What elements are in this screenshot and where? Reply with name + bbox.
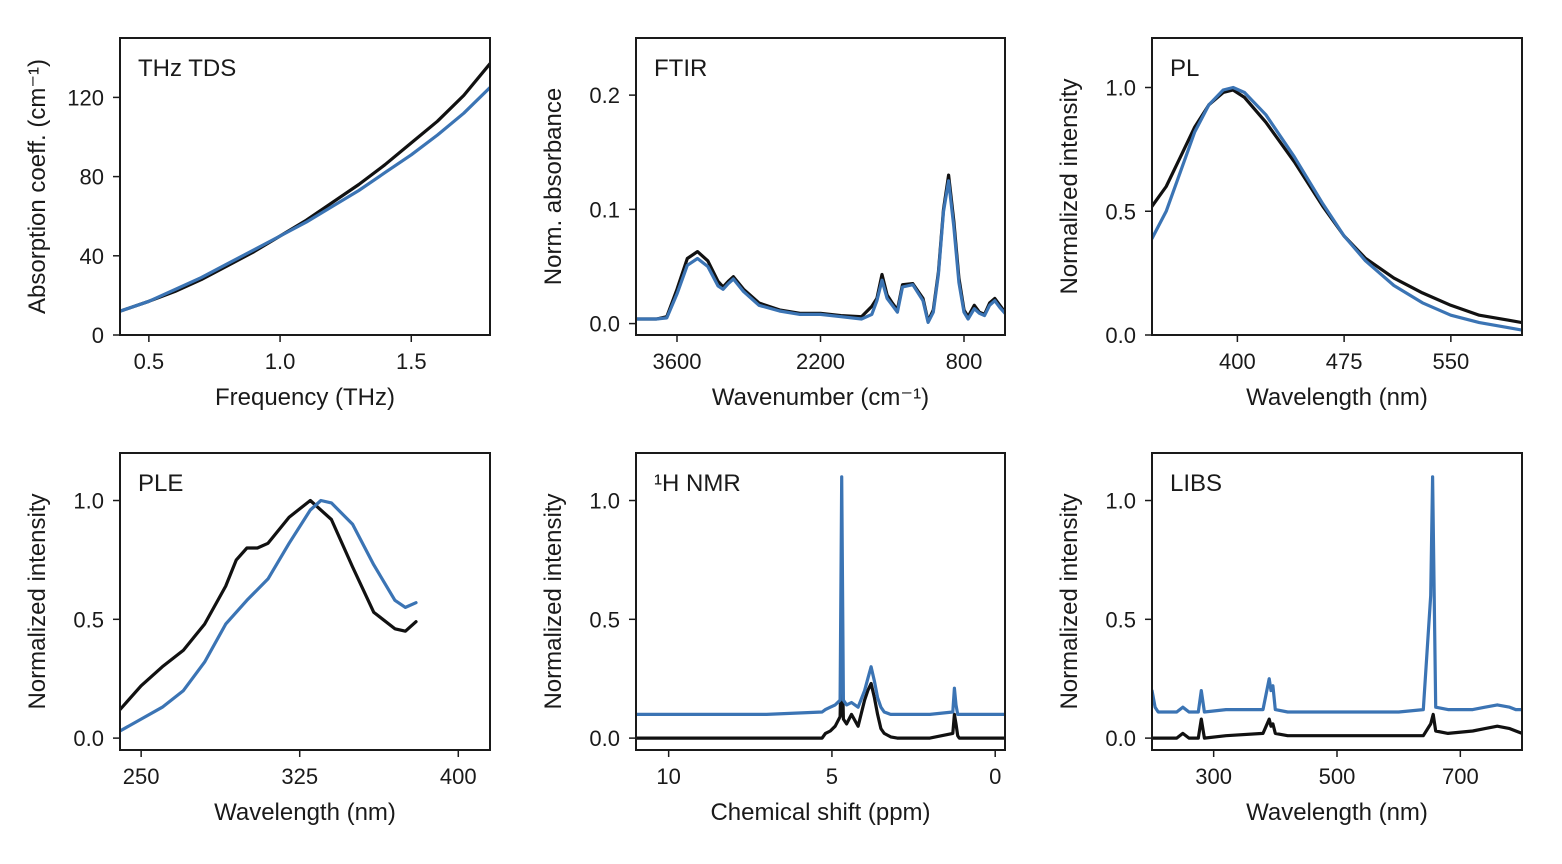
thz-tds-y-axis-label: Absorption coeff. (cm⁻¹) (24, 59, 51, 314)
pl-y-tick-label: 0.0 (1105, 323, 1136, 348)
libs-x-axis-label: Wavelength (nm) (1246, 799, 1428, 826)
ftir-y-tick-label: 0.0 (589, 312, 620, 337)
nmr-panel: 10 5 0 0.0 0.5 1.0 Chemical shift (ppm) Normali… (540, 452, 1006, 826)
pl-x-tick-label: 400 (1219, 349, 1256, 374)
ple-y-tick-label: 0.0 (73, 726, 104, 751)
ftir-x-tick-label: 3600 (653, 349, 702, 374)
ple-x-axis-label: Wavelength (nm) (214, 799, 396, 826)
ftir-y-axis-label: Norm. absorbance (540, 88, 567, 285)
libs-x-tick-label: 500 (1319, 764, 1356, 789)
nmr-x-tick-label: 5 (826, 764, 838, 789)
nmr-y-tick-label: 0.5 (589, 607, 620, 632)
thz-tds-panel-title: THz TDS (138, 55, 236, 82)
ple-series-black-line (120, 498, 418, 712)
thz-tds-y-tick-label: 80 (80, 165, 104, 190)
ple-plot-frame (119, 452, 491, 751)
ple-x-tick-label: 250 (123, 764, 160, 789)
libs-panel: 300 500 700 0.0 0.5 1.0 Wavelength (nm) Normali… (1056, 452, 1523, 826)
libs-y-tick-label: 1.0 (1105, 489, 1136, 514)
thz-tds-x-tick-label: 0.5 (134, 349, 165, 374)
thz-tds-x-tick-label: 1.0 (265, 349, 296, 374)
ple-panel: 250 325 400 0.0 0.5 1.0 Wavelength (nm) Normali… (24, 452, 491, 826)
nmr-y-axis-label: Normalized intensity (540, 493, 567, 709)
thz-tds-panel: 0.5 1.0 1.5 0 40 80 120 Frequency (THz) Absorpti… (24, 37, 491, 411)
libs-y-axis-label: Normalized intensity (1056, 493, 1083, 709)
thz-tds-y-tick-label: 40 (80, 244, 104, 269)
ple-panel-title: PLE (138, 470, 183, 497)
libs-x-tick-label: 700 (1442, 764, 1479, 789)
thz-tds-y-tick-label: 0 (92, 323, 104, 348)
ple-series-blue-line (120, 498, 418, 733)
ftir-panel-title: FTIR (654, 55, 707, 82)
libs-series-black-line (1152, 712, 1522, 740)
ftir-x-axis-label: Wavenumber (cm⁻¹) (712, 384, 929, 411)
thz-tds-series-black-line (120, 62, 490, 313)
ple-y-axis-label: Normalized intensity (24, 493, 51, 709)
thz-tds-series-blue-line (120, 85, 490, 313)
pl-x-tick-label: 475 (1326, 349, 1363, 374)
ple-x-tick-label: 325 (281, 764, 318, 789)
pl-series-blue-line (1152, 85, 1522, 332)
thz-tds-x-axis-label: Frequency (THz) (215, 384, 395, 411)
nmr-y-tick-label: 0.0 (589, 726, 620, 751)
ftir-series-blue-line (636, 179, 1005, 324)
pl-series-black-line (1152, 88, 1522, 325)
libs-y-tick-label: 0.0 (1105, 726, 1136, 751)
pl-y-tick-label: 1.0 (1105, 76, 1136, 101)
nmr-y-tick-label: 1.0 (589, 489, 620, 514)
ple-y-tick-label: 0.5 (73, 607, 104, 632)
ftir-panel: 3600 2200 800 0.0 0.1 0.2 Wavenumber (cm⁻¹) Nor… (540, 37, 1006, 411)
ftir-x-tick-label: 2200 (796, 349, 845, 374)
ftir-y-tick-label: 0.2 (589, 83, 620, 108)
libs-series-blue-line (1152, 475, 1522, 714)
thz-tds-y-tick-label: 120 (67, 85, 104, 110)
nmr-plot-frame (635, 452, 1006, 751)
ftir-x-tick-label: 800 (946, 349, 983, 374)
thz-tds-plot-frame (119, 37, 491, 336)
pl-panel: 400 475 550 0.0 0.5 1.0 Wavelength (nm) Normali… (1056, 37, 1523, 411)
nmr-series-blue-line (636, 475, 1005, 716)
nmr-x-tick-label: 10 (656, 764, 680, 789)
libs-y-tick-label: 0.5 (1105, 607, 1136, 632)
pl-x-axis-label: Wavelength (nm) (1246, 384, 1428, 411)
pl-y-axis-label: Normalized intensity (1056, 78, 1083, 294)
thz-tds-x-tick-label: 1.5 (396, 349, 427, 374)
libs-plot-frame (1151, 452, 1523, 751)
pl-panel-title: PL (1170, 55, 1199, 82)
pl-plot-frame (1151, 37, 1523, 336)
ftir-y-tick-label: 0.1 (589, 197, 620, 222)
libs-panel-title: LIBS (1170, 470, 1222, 497)
ple-x-tick-label: 400 (440, 764, 477, 789)
nmr-x-tick-label: 0 (989, 764, 1001, 789)
libs-x-tick-label: 300 (1195, 764, 1232, 789)
nmr-panel-title: ¹H NMR (654, 470, 741, 497)
pl-y-tick-label: 0.5 (1105, 199, 1136, 224)
nmr-x-axis-label: Chemical shift (ppm) (710, 799, 930, 826)
ple-y-tick-label: 1.0 (73, 489, 104, 514)
nmr-series-black-line (636, 641, 1005, 740)
pl-x-tick-label: 550 (1432, 349, 1469, 374)
